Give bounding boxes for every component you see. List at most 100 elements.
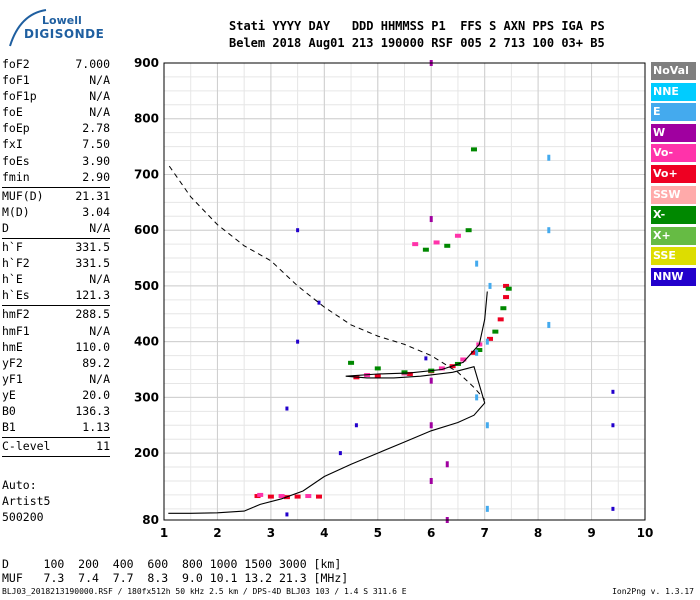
echo-mark-vo-	[374, 374, 381, 379]
x-tick-label: 3	[267, 526, 275, 540]
param-value: 1.13	[82, 420, 110, 435]
param-row: foE N/A	[2, 105, 110, 121]
auto-code: 500200	[2, 510, 44, 524]
echo-mark-nnw	[338, 451, 342, 456]
param-separator	[2, 238, 110, 240]
param-value: 3.90	[82, 153, 110, 168]
x-tick-label: 9	[587, 526, 595, 540]
x-tick-label: 1	[160, 526, 168, 540]
param-row: yE 20.0	[2, 388, 110, 404]
param-row: foEs 3.90	[2, 154, 110, 170]
logo-swoosh-icon	[9, 9, 47, 47]
legend-item-w: W	[651, 123, 696, 142]
param-value: 331.5	[75, 256, 110, 271]
param-value: 11	[96, 439, 110, 454]
echo-mark-nnw	[285, 512, 289, 517]
param-value: N/A	[89, 73, 110, 88]
param-row: hmF1 N/A	[2, 324, 110, 340]
param-value: 136.3	[75, 403, 110, 418]
echo-mark-x-	[492, 329, 499, 334]
param-row: C-level 11	[2, 439, 110, 455]
param-value: N/A	[89, 272, 110, 287]
model-dashed-curve	[168, 165, 486, 400]
echo-mark-w	[429, 377, 433, 384]
param-name: M(D)	[2, 204, 30, 219]
profile-curve	[168, 291, 488, 514]
param-separator	[2, 437, 110, 439]
echo-mark-vo-	[503, 295, 510, 300]
echo-mark-nnw	[317, 300, 321, 305]
echo-mark-vo-	[315, 494, 322, 499]
echo-mark-vo-	[454, 233, 461, 238]
echo-mark-vo-	[305, 494, 312, 499]
parameter-panel: foF2 7.000 foF1 N/A foF1p N/A foE N/A foEp 2.78 fx…	[2, 57, 110, 458]
chart-grid	[163, 62, 646, 521]
param-name: h`E	[2, 272, 23, 287]
echo-mark-nnw	[611, 389, 615, 394]
param-name: B1	[2, 420, 16, 435]
param-value: 2.90	[82, 169, 110, 184]
echo-mark-nnw	[296, 228, 300, 233]
param-row: h`F2 331.5	[2, 256, 110, 272]
legend: NoVal NNE E W Vo- Vo+ SSW X- X+ SSE NNW	[651, 62, 696, 289]
echo-mark-nnw	[611, 423, 615, 428]
echo-mark-e	[547, 227, 551, 234]
param-name: h`Es	[2, 288, 30, 303]
x-tick-label: 5	[374, 526, 382, 540]
param-value: 331.5	[75, 240, 110, 255]
auto-artist: Artist5	[2, 494, 51, 508]
legend-item-sse: SSE	[651, 247, 696, 266]
chart-curves	[168, 165, 488, 514]
echo-mark-e	[475, 260, 479, 267]
echo-mark-x-	[422, 247, 429, 252]
param-name: foE	[2, 105, 23, 120]
echo-mark-e	[485, 505, 489, 512]
y-tick-label: 400	[134, 335, 159, 349]
param-name: foF2	[2, 57, 30, 71]
echo-mark-e	[547, 321, 551, 328]
echo-mark-vo-	[412, 242, 419, 247]
param-name: fmin	[2, 169, 30, 184]
y-tick-label: 900	[134, 56, 159, 70]
echo-mark-x-	[465, 228, 472, 233]
param-row: yF1 N/A	[2, 372, 110, 388]
echo-mark-x-	[348, 360, 355, 365]
param-row: MUF(D) 21.31	[2, 189, 110, 205]
param-name: yF1	[2, 371, 23, 386]
echo-mark-vo-	[487, 336, 494, 341]
autoscale-info: Auto: Artist5 500200	[2, 478, 50, 524]
echo-mark-x-	[500, 306, 507, 311]
param-name: MUF(D)	[2, 188, 44, 203]
param-row: D N/A	[2, 221, 110, 237]
param-name: foF1p	[2, 89, 37, 104]
footer-version: Ion2Png v. 1.3.17	[612, 587, 694, 596]
legend-item-vo-: Vo-	[651, 144, 696, 163]
param-row: h`F 331.5	[2, 240, 110, 256]
footer-d-row: D 100 200 400 600 800 1000 1500 3000 [km…	[2, 557, 342, 571]
echo-mark-vo-	[267, 494, 274, 499]
param-row: yF2 89.2	[2, 356, 110, 372]
echo-mark-nnw	[424, 356, 428, 361]
echo-mark-w	[429, 216, 433, 223]
param-value: 7.50	[82, 137, 110, 152]
echo-mark-vo-	[294, 494, 301, 499]
plot-frame	[163, 62, 646, 521]
x-tick-label: 8	[534, 526, 542, 540]
param-row: B0 136.3	[2, 404, 110, 420]
echo-mark-e	[547, 154, 551, 161]
legend-item-x-: X-	[651, 206, 696, 225]
param-row: hmE 110.0	[2, 340, 110, 356]
x-tick-label: 4	[320, 526, 328, 540]
legend-item-x-: X+	[651, 226, 696, 245]
echo-mark-x-	[470, 147, 477, 152]
echo-mark-vo-	[460, 357, 467, 362]
logo-lowell-text: Lowell	[42, 14, 82, 27]
footer-file-info: BLJ03_2018213190000.RSF / 180fx512h 50 k…	[2, 587, 407, 596]
param-value: 20.0	[82, 387, 110, 402]
echo-mark-w	[429, 477, 433, 484]
param-value: N/A	[89, 371, 110, 386]
echo-mark-e	[488, 282, 492, 289]
param-row: foEp 2.78	[2, 121, 110, 137]
header-labels: Stati YYYY DAY DDD HHMMSS P1 FFS S AXN P…	[229, 19, 605, 33]
